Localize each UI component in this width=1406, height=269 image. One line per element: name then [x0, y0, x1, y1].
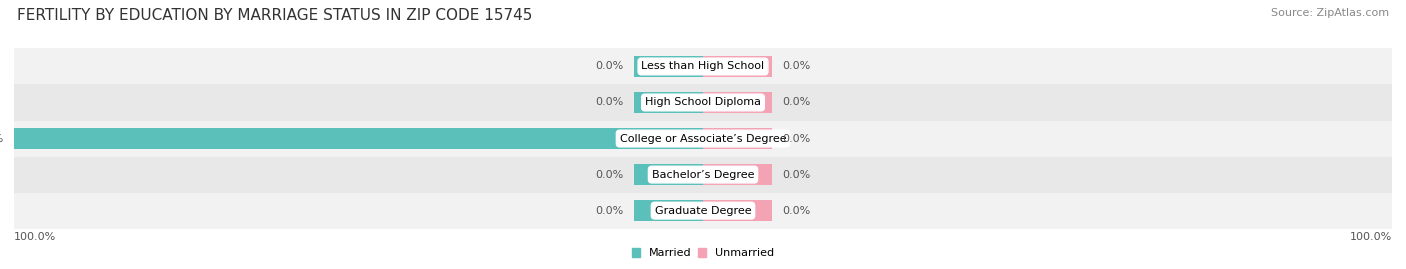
Bar	[634, 92, 703, 113]
Text: 0.0%: 0.0%	[596, 169, 624, 180]
Bar	[634, 56, 703, 77]
Text: 100.0%: 100.0%	[1350, 232, 1392, 242]
Text: 0.0%: 0.0%	[596, 206, 624, 216]
Text: FERTILITY BY EDUCATION BY MARRIAGE STATUS IN ZIP CODE 15745: FERTILITY BY EDUCATION BY MARRIAGE STATU…	[17, 8, 533, 23]
Legend: Married, Unmarried: Married, Unmarried	[627, 243, 779, 263]
Bar	[634, 200, 703, 221]
Bar	[14, 48, 1392, 84]
Bar	[703, 164, 772, 185]
Text: Source: ZipAtlas.com: Source: ZipAtlas.com	[1271, 8, 1389, 18]
Bar	[703, 200, 772, 221]
Bar	[703, 56, 772, 77]
Text: 0.0%: 0.0%	[782, 169, 810, 180]
Text: 0.0%: 0.0%	[782, 133, 810, 144]
Text: 100.0%: 100.0%	[0, 133, 4, 144]
Text: 100.0%: 100.0%	[14, 232, 56, 242]
Text: Graduate Degree: Graduate Degree	[655, 206, 751, 216]
Text: 0.0%: 0.0%	[782, 206, 810, 216]
Text: 0.0%: 0.0%	[782, 97, 810, 108]
Text: 0.0%: 0.0%	[782, 61, 810, 72]
Text: 0.0%: 0.0%	[596, 97, 624, 108]
Bar	[14, 193, 1392, 229]
Bar	[14, 128, 703, 149]
Bar	[14, 121, 1392, 157]
Bar	[703, 128, 772, 149]
Text: 0.0%: 0.0%	[596, 61, 624, 72]
Text: High School Diploma: High School Diploma	[645, 97, 761, 108]
Text: Bachelor’s Degree: Bachelor’s Degree	[652, 169, 754, 180]
Bar	[634, 164, 703, 185]
Bar	[703, 92, 772, 113]
Bar	[14, 84, 1392, 121]
Text: Less than High School: Less than High School	[641, 61, 765, 72]
Text: College or Associate’s Degree: College or Associate’s Degree	[620, 133, 786, 144]
Bar	[14, 157, 1392, 193]
